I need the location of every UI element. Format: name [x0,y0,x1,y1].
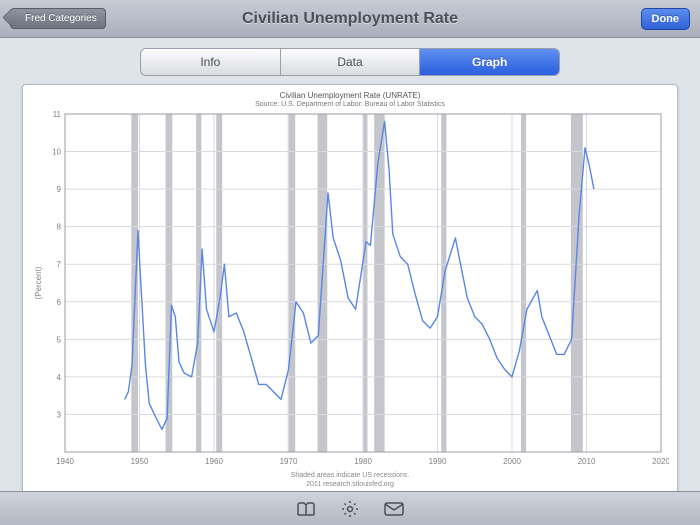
svg-text:3: 3 [57,411,62,420]
chart-source: Source: U.S. Department of Labor: Bureau… [31,101,669,108]
svg-text:4: 4 [57,373,62,382]
svg-text:5: 5 [57,336,62,345]
tab-data-label: Data [337,55,362,69]
tab-graph-label: Graph [472,55,507,69]
svg-text:7: 7 [57,261,62,270]
chart-svg: 3 4 5 6 7 8 9 10 11 1940 1950 1960 1970 1980 1990 2000 2… [31,110,669,470]
chart-footer: Shaded areas indicate US recessions. 201… [31,472,669,489]
chart-panel: Civilian Unemployment Rate (UNRATE) Sour… [22,84,678,494]
tab-bar-wrap: Info Data Graph [0,38,700,84]
svg-text:6: 6 [57,298,62,307]
chart-footer-1: Shaded areas indicate US recessions. [31,472,669,480]
svg-text:9: 9 [57,186,62,195]
done-button[interactable]: Done [641,8,691,30]
svg-text:11: 11 [53,110,62,119]
svg-text:1970: 1970 [280,457,298,466]
bookmarks-icon[interactable] [295,498,317,520]
svg-text:1980: 1980 [354,457,372,466]
svg-text:1940: 1940 [56,457,74,466]
svg-text:2020: 2020 [652,457,669,466]
svg-text:1990: 1990 [429,457,447,466]
chart-area: 3 4 5 6 7 8 9 10 11 1940 1950 1960 1970 1980 1990 2000 2… [31,110,669,470]
back-button[interactable]: Fred Categories [10,8,106,29]
svg-text:1960: 1960 [205,457,223,466]
svg-text:1950: 1950 [131,457,149,466]
bottom-toolbar [0,491,700,525]
segmented-control: Info Data Graph [140,48,560,76]
gear-icon[interactable] [339,498,361,520]
svg-text:2010: 2010 [578,457,596,466]
tab-data[interactable]: Data [281,49,421,75]
tab-info[interactable]: Info [141,49,281,75]
svg-text:10: 10 [52,148,61,157]
chart-footer-2: 2011 research.stlouisfed.org [31,481,669,489]
tab-info-label: Info [200,55,220,69]
tab-graph[interactable]: Graph [420,49,559,75]
top-nav-bar: Fred Categories Civilian Unemployment Ra… [0,0,700,38]
chart-title: Civilian Unemployment Rate (UNRATE) [31,91,669,101]
svg-text:8: 8 [57,223,62,232]
done-button-label: Done [652,13,680,25]
mail-icon[interactable] [383,498,405,520]
svg-text:2000: 2000 [503,457,521,466]
back-button-label: Fred Categories [25,13,97,24]
svg-text:(Percent): (Percent) [34,267,43,300]
